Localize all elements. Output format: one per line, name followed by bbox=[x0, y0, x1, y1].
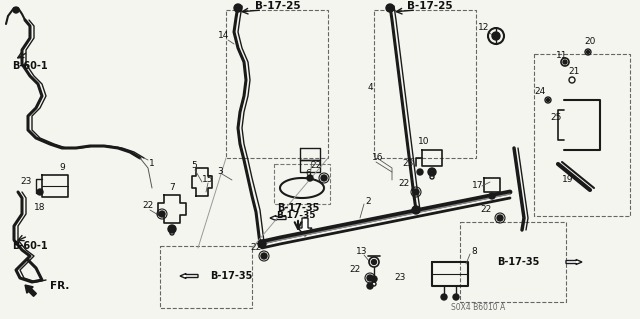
Polygon shape bbox=[270, 216, 286, 220]
Text: 23: 23 bbox=[394, 273, 406, 283]
Text: 15: 15 bbox=[202, 175, 214, 184]
Text: 1: 1 bbox=[149, 160, 155, 168]
Circle shape bbox=[453, 294, 459, 300]
Circle shape bbox=[13, 7, 19, 13]
Text: B-17-35: B-17-35 bbox=[276, 211, 316, 220]
Text: B-17-35: B-17-35 bbox=[210, 271, 252, 281]
Bar bbox=[226, 10, 328, 158]
Text: 13: 13 bbox=[356, 248, 368, 256]
Text: 22: 22 bbox=[349, 265, 360, 275]
Text: S0X4 B6010 A: S0X4 B6010 A bbox=[451, 303, 505, 313]
Circle shape bbox=[428, 168, 436, 176]
Text: 7: 7 bbox=[169, 183, 175, 192]
FancyArrow shape bbox=[25, 285, 36, 296]
Circle shape bbox=[547, 99, 550, 101]
Circle shape bbox=[367, 275, 373, 281]
Bar bbox=[374, 10, 476, 158]
Bar bbox=[274, 164, 330, 204]
Circle shape bbox=[258, 240, 266, 248]
Bar bbox=[160, 246, 252, 308]
Text: 16: 16 bbox=[372, 153, 384, 162]
Circle shape bbox=[159, 211, 165, 217]
Circle shape bbox=[417, 169, 423, 175]
Text: 4: 4 bbox=[367, 84, 373, 93]
Text: 22: 22 bbox=[481, 205, 492, 214]
Text: B-60-1: B-60-1 bbox=[12, 241, 47, 251]
Circle shape bbox=[492, 32, 500, 40]
Text: 22: 22 bbox=[142, 202, 154, 211]
Text: 22: 22 bbox=[310, 161, 322, 170]
Text: B-17-25: B-17-25 bbox=[407, 1, 453, 11]
Circle shape bbox=[563, 60, 567, 64]
Text: 5: 5 bbox=[191, 161, 197, 170]
Circle shape bbox=[367, 283, 373, 289]
Polygon shape bbox=[180, 273, 198, 278]
Circle shape bbox=[371, 259, 376, 264]
Text: 22: 22 bbox=[250, 243, 262, 253]
Text: B-17-35: B-17-35 bbox=[498, 257, 540, 267]
Text: 2: 2 bbox=[365, 197, 371, 206]
Circle shape bbox=[234, 4, 242, 12]
Text: FR.: FR. bbox=[50, 281, 69, 291]
Text: 12: 12 bbox=[478, 24, 490, 33]
Circle shape bbox=[37, 189, 43, 195]
Text: 10: 10 bbox=[419, 137, 429, 146]
Text: 22: 22 bbox=[398, 180, 410, 189]
Text: 19: 19 bbox=[563, 175, 573, 184]
Circle shape bbox=[386, 4, 394, 12]
Text: 18: 18 bbox=[35, 204, 45, 212]
Circle shape bbox=[307, 175, 313, 181]
Circle shape bbox=[412, 206, 420, 214]
Circle shape bbox=[371, 276, 377, 282]
Bar bbox=[460, 222, 566, 302]
Text: B-17-35: B-17-35 bbox=[277, 203, 319, 213]
Text: B-60-1: B-60-1 bbox=[12, 61, 47, 71]
Text: 25: 25 bbox=[550, 114, 562, 122]
Polygon shape bbox=[566, 259, 582, 264]
Circle shape bbox=[497, 215, 503, 221]
Text: 24: 24 bbox=[534, 87, 546, 97]
Text: 9: 9 bbox=[59, 164, 65, 173]
Text: 3: 3 bbox=[217, 167, 223, 176]
Bar bbox=[534, 54, 630, 216]
Circle shape bbox=[441, 294, 447, 300]
Text: 8: 8 bbox=[471, 248, 477, 256]
Text: 20: 20 bbox=[584, 38, 596, 47]
Circle shape bbox=[586, 50, 589, 54]
Circle shape bbox=[489, 193, 495, 199]
Circle shape bbox=[261, 253, 267, 259]
Text: B-17-25: B-17-25 bbox=[255, 1, 301, 11]
Text: 6: 6 bbox=[305, 169, 311, 179]
Text: 23: 23 bbox=[403, 160, 413, 168]
Circle shape bbox=[321, 175, 327, 181]
Text: 17: 17 bbox=[472, 182, 484, 190]
Circle shape bbox=[168, 225, 176, 233]
Circle shape bbox=[413, 189, 419, 195]
Text: 21: 21 bbox=[568, 68, 580, 77]
Text: 14: 14 bbox=[218, 32, 230, 41]
Polygon shape bbox=[298, 218, 312, 236]
Text: 11: 11 bbox=[556, 51, 568, 61]
Text: 23: 23 bbox=[20, 177, 32, 187]
